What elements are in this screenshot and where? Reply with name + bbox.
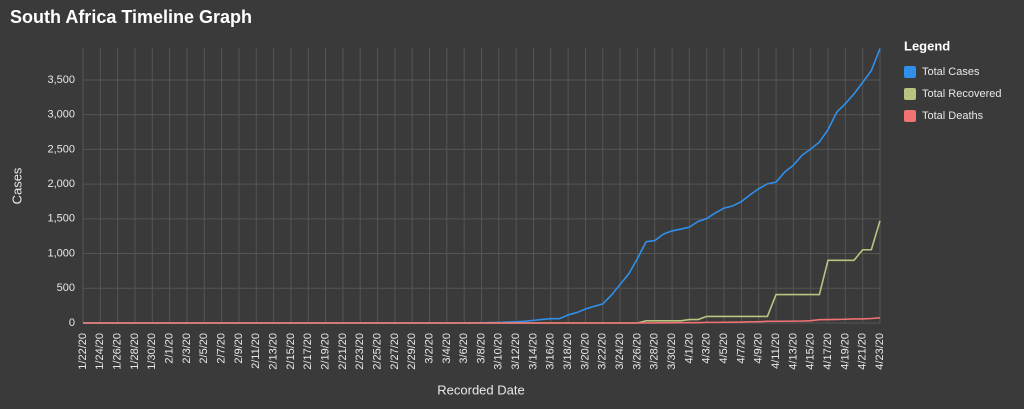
x-tick-label: 3/30/20 [666, 333, 678, 370]
x-tick-label: 3/10/20 [493, 333, 505, 370]
y-axis-label: Cases [9, 167, 24, 204]
y-tick-label: 3,500 [47, 74, 75, 86]
x-tick-label: 4/11/20 [770, 333, 782, 369]
x-tick-label: 2/29/20 [406, 333, 418, 370]
x-tick-label: 1/26/20 [112, 333, 124, 370]
x-tick-label: 2/11/20 [250, 333, 262, 369]
y-tick-label: 500 [57, 282, 75, 294]
y-tick-label: 0 [69, 317, 75, 329]
x-tick-label: 3/12/20 [510, 333, 522, 370]
x-tick-label: 2/7/20 [216, 333, 228, 364]
x-tick-label: 3/2/20 [423, 333, 435, 364]
x-tick-label: 4/1/20 [683, 333, 695, 364]
legend-swatch [904, 110, 916, 122]
x-tick-label: 3/4/20 [441, 333, 453, 364]
x-tick-label: 1/28/20 [129, 333, 141, 370]
chart-title: South Africa Timeline Graph [10, 7, 252, 27]
x-tick-label: 3/24/20 [614, 333, 626, 370]
x-tick-label: 3/28/20 [649, 333, 661, 370]
x-tick-label: 3/20/20 [579, 333, 591, 370]
x-tick-label: 2/9/20 [233, 333, 245, 364]
legend-label: Total Cases [922, 66, 980, 78]
x-tick-label: 4/19/20 [839, 333, 851, 370]
x-tick-label: 2/3/20 [181, 333, 193, 364]
x-tick-label: 4/9/20 [753, 333, 765, 364]
x-tick-label: 2/1/20 [164, 333, 176, 364]
x-tick-label: 2/25/20 [371, 333, 383, 370]
x-tick-label: 2/15/20 [285, 333, 297, 370]
x-tick-label: 2/19/20 [319, 333, 331, 370]
x-tick-label: 1/22/20 [77, 333, 89, 370]
series-line [83, 316, 881, 324]
x-tick-label: 4/5/20 [718, 333, 730, 364]
x-tick-label: 2/17/20 [302, 333, 314, 370]
x-tick-label: 4/7/20 [735, 333, 747, 364]
x-axis-label: Recorded Date [437, 382, 524, 397]
x-tick-label: 4/15/20 [805, 333, 817, 370]
x-tick-label: 4/23/20 [874, 333, 886, 370]
y-tick-label: 3,000 [47, 109, 75, 121]
legend-swatch [904, 66, 916, 78]
legend-label: Total Recovered [922, 88, 1002, 100]
x-tick-label: 3/16/20 [545, 333, 557, 370]
x-tick-label: 1/30/20 [146, 333, 158, 370]
y-tick-label: 2,000 [47, 178, 75, 190]
x-tick-label: 2/23/20 [354, 333, 366, 370]
x-tick-label: 2/5/20 [198, 333, 210, 364]
x-tick-label: 3/14/20 [527, 333, 539, 370]
x-tick-label: 4/17/20 [822, 333, 834, 370]
x-tick-label: 4/3/20 [701, 333, 713, 364]
y-tick-label: 1,000 [47, 247, 75, 259]
x-tick-label: 4/21/20 [857, 333, 869, 370]
x-tick-label: 3/8/20 [475, 333, 487, 364]
x-tick-label: 3/18/20 [562, 333, 574, 370]
legend-swatch [904, 88, 916, 100]
y-tick-label: 2,500 [47, 143, 75, 155]
x-tick-label: 2/27/20 [389, 333, 401, 370]
x-tick-label: 3/22/20 [597, 333, 609, 370]
x-tick-label: 4/13/20 [787, 333, 799, 370]
x-tick-label: 2/21/20 [337, 333, 349, 370]
y-tick-label: 1,500 [47, 213, 75, 225]
x-tick-label: 3/26/20 [631, 333, 643, 370]
x-tick-label: 1/24/20 [94, 333, 106, 370]
x-tick-label: 2/13/20 [267, 333, 279, 370]
x-tick-label: 3/6/20 [458, 333, 470, 364]
legend-label: Total Deaths [922, 110, 984, 122]
legend-title: Legend [904, 38, 950, 53]
